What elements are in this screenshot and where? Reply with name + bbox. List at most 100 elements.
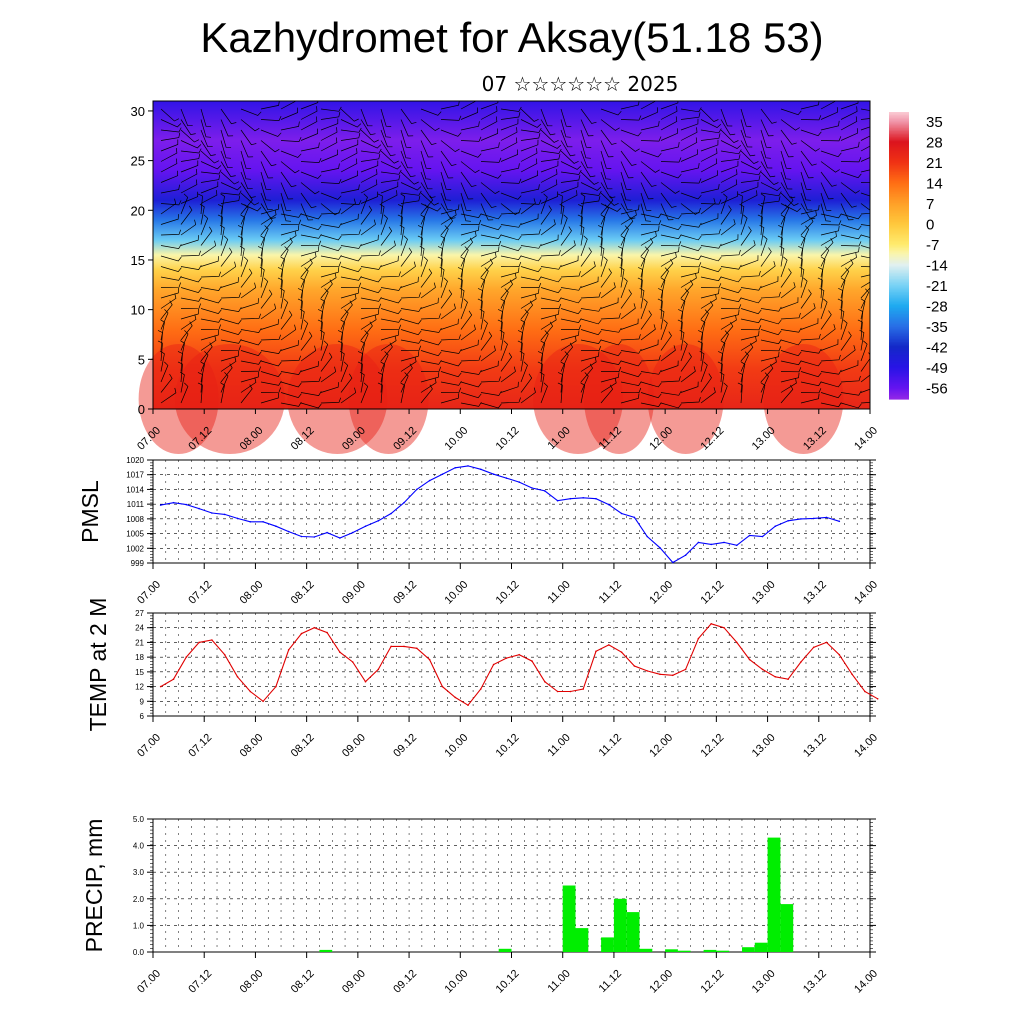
wind-barb: [520, 133, 541, 141]
wind-barb: [200, 174, 221, 183]
wind-barb: [600, 339, 622, 346]
x-tick-label: 10.00: [442, 579, 470, 607]
panel-ylabel: PRECIP, mm: [81, 819, 107, 953]
wind-barb: [200, 297, 222, 304]
wind-barb: [200, 119, 212, 138]
colorbar-band: [889, 360, 909, 363]
wind-barb: [400, 247, 413, 267]
wind-barb: [640, 121, 660, 131]
wind-barb: [820, 107, 838, 120]
wind-barb: [520, 293, 537, 309]
x-tick-label: 09.12: [391, 579, 419, 607]
wind-barb: [440, 303, 456, 320]
wind-barb: [720, 304, 742, 310]
wind-barb: [740, 325, 762, 331]
data-point: [531, 487, 533, 489]
wind-barb: [840, 345, 856, 362]
wind-barb: [240, 161, 252, 180]
wind-barb: [360, 169, 378, 183]
wind-barb: [600, 108, 622, 116]
wind-barb: [520, 255, 542, 262]
wind-barb: [559, 203, 565, 225]
colorbar-band: [889, 333, 909, 336]
wind-barb: [740, 240, 756, 257]
wind-barb: [160, 319, 165, 341]
data-point: [454, 696, 457, 699]
x-tick-label: 13.00: [750, 732, 778, 760]
wind-barb: [540, 297, 562, 302]
cs-y-tick-label: 15: [131, 253, 145, 268]
wind-barb: [760, 318, 782, 325]
y-tick-label: 1.0: [133, 921, 145, 930]
x-tick-label: 11.00: [545, 968, 572, 995]
wind-barb: [280, 230, 297, 246]
wind-barb: [640, 392, 662, 399]
y-tick-label: 1011: [127, 500, 145, 509]
wind-barb: [560, 175, 581, 183]
wind-barb: [280, 370, 302, 375]
wind-barb: [280, 340, 299, 351]
wind-barb: [580, 235, 588, 257]
wind-barb: [740, 190, 758, 204]
wind-barb: [300, 116, 318, 131]
wind-barb: [380, 214, 388, 236]
wind-barb: [400, 182, 422, 191]
wind-barb: [220, 171, 240, 185]
x-tick-label: 10.00: [442, 732, 470, 760]
colorbar-band: [889, 113, 909, 116]
wind-barb: [520, 282, 542, 288]
wind-barb: [400, 161, 416, 178]
wind-barb: [740, 150, 759, 165]
x-tick-label: 07.12: [186, 579, 214, 607]
colorbar-band: [889, 195, 909, 198]
colorbar-band: [889, 170, 909, 173]
wind-barb: [720, 340, 726, 362]
wind-barb: [200, 129, 213, 148]
wind-barb: [260, 161, 274, 179]
colorbar-band: [889, 393, 909, 396]
wind-barb: [740, 285, 762, 291]
wind-barb: [320, 267, 340, 278]
colorbar-band: [889, 211, 909, 214]
wind-barb: [440, 334, 461, 341]
wind-barb: [860, 108, 870, 111]
wind-barb: [380, 150, 399, 164]
wind-barb: [500, 245, 522, 252]
wind-barb: [699, 350, 705, 372]
data-point: [710, 543, 712, 546]
wind-barb: [540, 303, 562, 309]
wind-barb: [740, 140, 756, 157]
colorbar-band: [889, 328, 909, 331]
wind-barb: [680, 192, 702, 200]
wind-barb: [860, 340, 868, 362]
wind-barb: [540, 340, 546, 362]
colorbar-band: [889, 133, 909, 137]
wind-barb: [620, 101, 640, 110]
colorbar-band: [889, 204, 909, 207]
wind-barb: [460, 107, 478, 120]
wind-barb: [780, 140, 794, 158]
wind-barb: [420, 339, 442, 346]
colorbar-band: [889, 232, 909, 235]
wind-barb: [260, 380, 282, 386]
wind-barb: [380, 297, 402, 304]
x-tick-label: 10.12: [494, 579, 522, 607]
wind-barb: [560, 297, 582, 304]
colorbar-band: [889, 271, 909, 274]
wind-barb: [260, 209, 277, 225]
x-tick-label: 12.00: [647, 579, 675, 607]
wind-barb: [160, 373, 173, 393]
wind-barb: [180, 129, 200, 143]
wind-barb: [317, 319, 323, 341]
wind-barb: [480, 157, 502, 163]
wind-barb: [737, 382, 743, 404]
wind-barb: [460, 310, 473, 330]
colorbar-band: [889, 293, 909, 296]
wind-barb: [440, 318, 459, 330]
wind-barb: [337, 340, 343, 362]
data-point: [761, 668, 764, 671]
wind-barb: [700, 213, 719, 225]
wind-barb: [560, 190, 578, 204]
colorbar-band: [889, 359, 909, 362]
